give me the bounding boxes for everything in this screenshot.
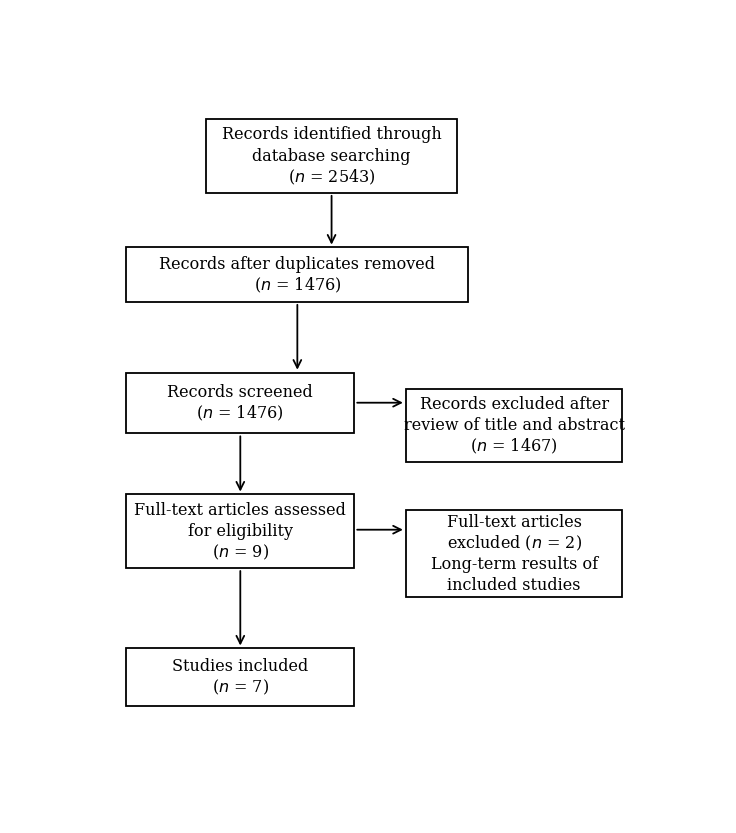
Text: ($\mathit{n}$ = 1476): ($\mathit{n}$ = 1476): [253, 276, 342, 295]
Text: included studies: included studies: [447, 577, 581, 594]
Text: ($\mathit{n}$ = 7): ($\mathit{n}$ = 7): [212, 678, 269, 697]
Text: for eligibility: for eligibility: [188, 523, 293, 540]
Text: Long-term results of: Long-term results of: [431, 556, 598, 573]
Text: Records after duplicates removed: Records after duplicates removed: [159, 256, 436, 272]
Text: excluded ($\mathit{n}$ = 2): excluded ($\mathit{n}$ = 2): [447, 534, 581, 553]
FancyBboxPatch shape: [127, 372, 355, 433]
FancyBboxPatch shape: [127, 648, 355, 706]
FancyBboxPatch shape: [406, 511, 623, 597]
Text: ($\mathit{n}$ = 1476): ($\mathit{n}$ = 1476): [197, 404, 284, 423]
Text: ($\mathit{n}$ = 1467): ($\mathit{n}$ = 1467): [470, 437, 558, 456]
Text: Full-text articles: Full-text articles: [447, 513, 581, 531]
Text: Full-text articles assessed: Full-text articles assessed: [135, 501, 346, 519]
Text: ($\mathit{n}$ = 9): ($\mathit{n}$ = 9): [212, 543, 269, 562]
Text: review of title and abstract: review of title and abstract: [403, 417, 625, 434]
Text: Records identified through: Records identified through: [222, 127, 442, 143]
FancyBboxPatch shape: [127, 247, 468, 302]
Text: Records screened: Records screened: [167, 384, 314, 401]
Text: Studies included: Studies included: [172, 658, 308, 675]
Text: ($\mathit{n}$ = 2543): ($\mathit{n}$ = 2543): [288, 167, 375, 187]
FancyBboxPatch shape: [127, 495, 355, 568]
FancyBboxPatch shape: [206, 119, 457, 193]
Text: database searching: database searching: [252, 147, 411, 165]
FancyBboxPatch shape: [406, 388, 623, 462]
Text: Records excluded after: Records excluded after: [420, 396, 609, 413]
